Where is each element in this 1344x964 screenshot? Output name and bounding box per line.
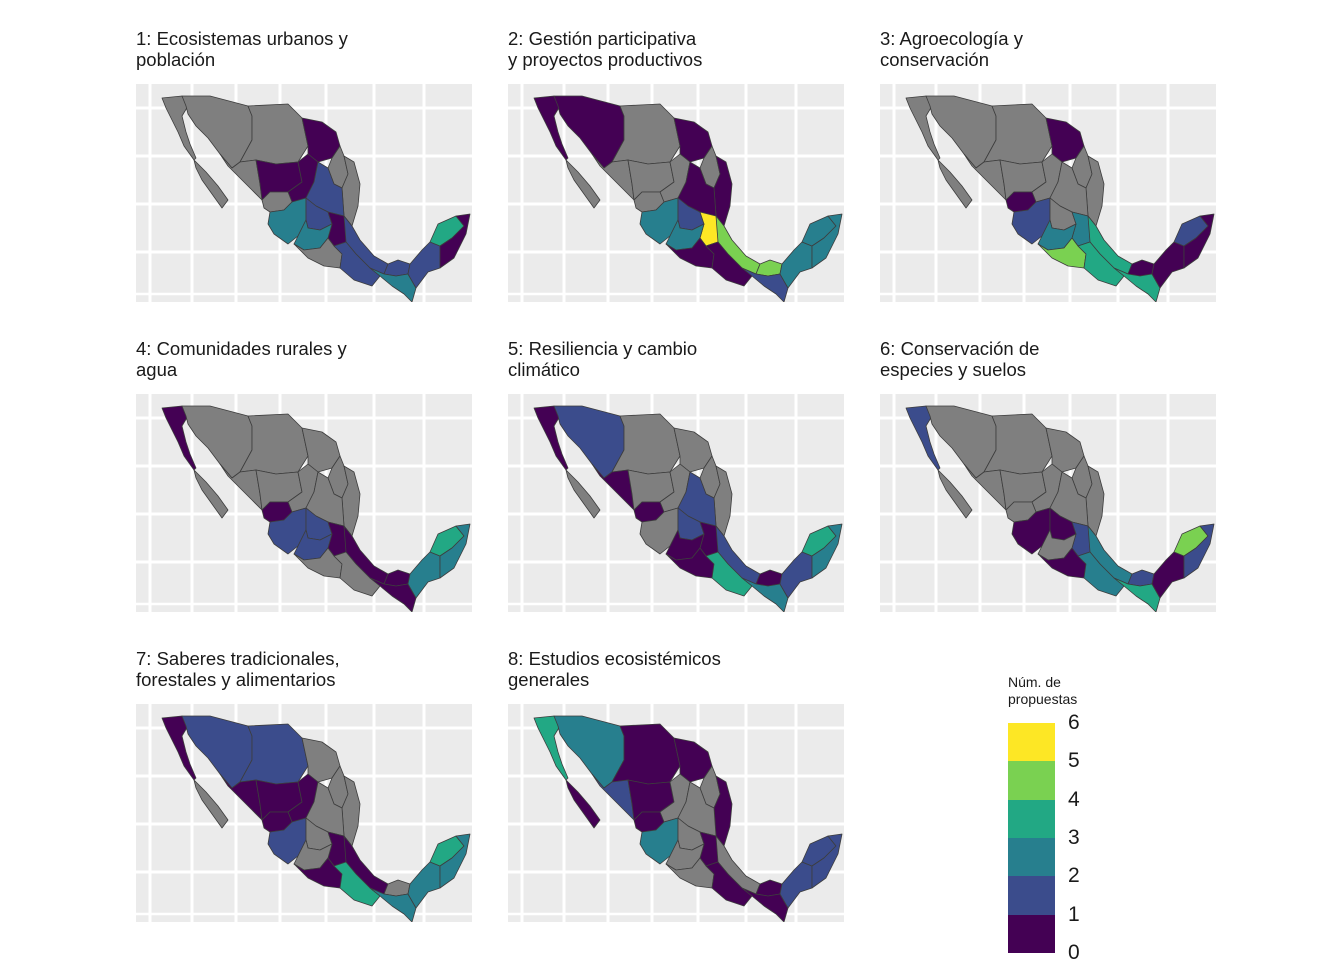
- panel-title: 7: Saberes tradicionales, forestales y a…: [136, 648, 340, 690]
- panel-title: 5: Resiliencia y cambio climático: [508, 338, 698, 380]
- region-baja-sur: [565, 469, 601, 519]
- legend-swatch: [1008, 799, 1055, 838]
- legend-colorbar: [1008, 723, 1055, 953]
- region-baja-sur: [193, 159, 229, 209]
- legend-tick-label: 5: [1068, 749, 1080, 773]
- panel-title: 8: Estudios ecosistémicos generales: [508, 648, 721, 690]
- mexico-map: [880, 394, 1216, 612]
- region-oaxaca: [333, 551, 381, 597]
- legend-swatch: [1008, 761, 1055, 800]
- mexico-map: [136, 704, 472, 922]
- region-oaxaca: [705, 241, 753, 287]
- region-tabasco: [1127, 569, 1155, 587]
- region-oaxaca: [1077, 551, 1125, 597]
- region-tabasco: [755, 879, 783, 897]
- map-area: [508, 394, 844, 612]
- region-baja-sur: [937, 159, 973, 209]
- map-area: [136, 704, 472, 922]
- legend-tick-label: 1: [1068, 902, 1080, 926]
- region-chiapas: [1113, 267, 1161, 302]
- region-quintana-roo: [439, 213, 471, 269]
- region-chiapas: [741, 267, 789, 302]
- region-oaxaca: [705, 861, 753, 907]
- region-tabasco: [383, 259, 411, 277]
- region-tabasco: [383, 879, 411, 897]
- panel-title: 3: Agroecología y conservación: [880, 28, 1023, 70]
- legend-title: Núm. de propuestas: [1008, 674, 1078, 707]
- region-tabasco: [1127, 259, 1155, 277]
- region-quintana-roo: [811, 523, 843, 579]
- region-chiapas: [741, 887, 789, 922]
- region-chiapas: [369, 577, 417, 612]
- panel-title: 6: Conservación de especies y suelos: [880, 338, 1040, 380]
- legend-swatch: [1008, 837, 1055, 877]
- region-tabasco: [755, 569, 783, 587]
- legend-swatch: [1008, 876, 1055, 915]
- legend-tick-label: 2: [1068, 864, 1080, 888]
- legend-swatch: [1008, 914, 1055, 953]
- region-tabasco: [383, 569, 411, 587]
- region-quintana-roo: [1183, 523, 1215, 579]
- region-oaxaca: [1077, 241, 1125, 287]
- panel-title: 1: Ecosistemas urbanos y población: [136, 28, 348, 70]
- region-oaxaca: [333, 241, 381, 287]
- region-chiapas: [369, 267, 417, 302]
- color-legend: Núm. de propuestas 6 5 4 3 2 1 0: [1008, 674, 1128, 963]
- region-chiapas: [1113, 577, 1161, 612]
- region-quintana-roo: [439, 523, 471, 579]
- mexico-map: [136, 84, 472, 302]
- map-area: [508, 704, 844, 922]
- map-area: [880, 394, 1216, 612]
- map-area: [508, 84, 844, 302]
- legend-tick-label: 3: [1068, 825, 1080, 849]
- mexico-map: [136, 394, 472, 612]
- region-baja-sur: [565, 159, 601, 209]
- region-baja-sur: [565, 779, 601, 829]
- region-chiapas: [741, 577, 789, 612]
- region-quintana-roo: [811, 213, 843, 269]
- region-baja-sur: [937, 469, 973, 519]
- legend-swatch: [1008, 723, 1055, 762]
- map-area: [136, 394, 472, 612]
- region-baja-sur: [193, 469, 229, 519]
- region-oaxaca: [705, 551, 753, 597]
- legend-tick-label: 6: [1068, 711, 1080, 734]
- panel-title: 4: Comunidades rurales y agua: [136, 338, 347, 380]
- legend-tick-label: 0: [1068, 940, 1080, 964]
- region-oaxaca: [333, 861, 381, 907]
- legend-tick-label: 4: [1068, 787, 1080, 811]
- map-area: [136, 84, 472, 302]
- region-chiapas: [369, 887, 417, 922]
- region-baja-sur: [193, 779, 229, 829]
- region-quintana-roo: [1183, 213, 1215, 269]
- map-area: [880, 84, 1216, 302]
- mexico-map: [508, 394, 844, 612]
- panel-title: 2: Gestión participativa y proyectos pro…: [508, 28, 703, 70]
- mexico-map: [880, 84, 1216, 302]
- region-quintana-roo: [811, 833, 843, 889]
- mexico-map: [508, 704, 844, 922]
- mexico-map: [508, 84, 844, 302]
- region-quintana-roo: [439, 833, 471, 889]
- region-tabasco: [755, 259, 783, 277]
